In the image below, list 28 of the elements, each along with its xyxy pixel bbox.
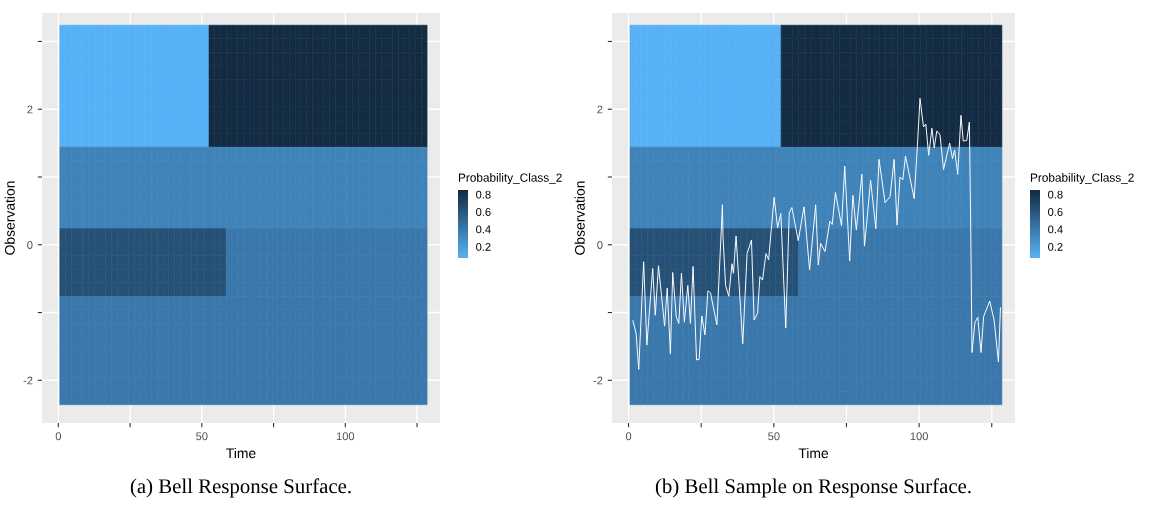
text: (b) Bell Sample on Response Surface.	[655, 478, 971, 498]
y-tick-label: -2	[593, 376, 603, 385]
color-bar-title: Probability_Class_2	[1030, 173, 1134, 185]
y-tick-label: 0	[27, 241, 33, 249]
y-axis-title: Observation	[574, 181, 585, 255]
y-axis-title: Observation	[4, 181, 15, 255]
color-bar-label: 0.2	[1048, 242, 1063, 251]
x-axis-title: Time	[798, 447, 829, 459]
x-tick-label: 50	[768, 432, 780, 441]
y-tick-label: 0	[597, 241, 603, 249]
x-tick-label: 100	[910, 432, 928, 441]
x-tick-label: 0	[55, 432, 62, 441]
color-bar-label: 0.4	[1048, 225, 1063, 234]
color-bar-label: 0.2	[476, 242, 491, 251]
color-bar-label: 0.8	[1048, 190, 1063, 199]
y-tick-label: -2	[23, 376, 33, 385]
y-tick-label: 2	[27, 105, 33, 114]
color-bar-label: 0.4	[476, 225, 491, 234]
color-bar-label: 0.6	[476, 208, 491, 216]
color-bar-label: 0.6	[1048, 208, 1063, 216]
x-axis-title: Time	[226, 447, 256, 459]
color-bar-label: 0.8	[476, 190, 491, 199]
color-bar-title: Probability_Class_2	[458, 173, 562, 185]
x-tick-label: 0	[625, 432, 632, 441]
x-tick-label: 50	[196, 432, 208, 441]
y-tick-label: 2	[597, 105, 603, 114]
text: (a) Bell Response Surface.	[130, 478, 351, 498]
x-tick-label: 100	[336, 432, 355, 441]
